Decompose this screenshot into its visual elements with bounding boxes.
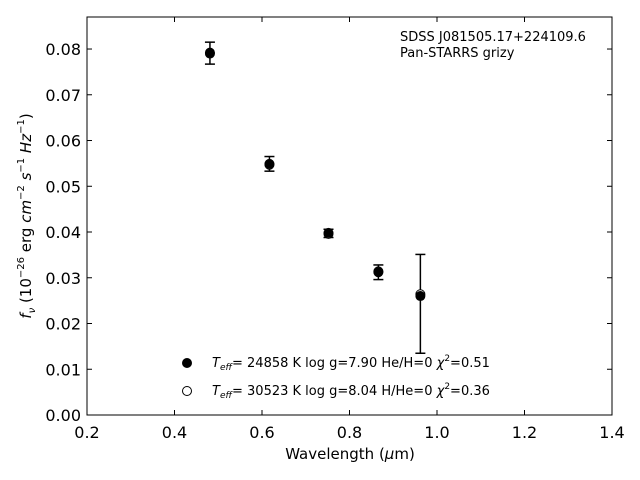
model-point-filled [204,47,215,58]
legend: Teff= 24858 K log g=7.90 He/H=0 χ2=0.51 … [182,354,490,401]
y-tick-label: 0.00 [45,406,81,425]
model-point-filled [373,267,384,278]
x-tick-label: 1.0 [424,423,449,442]
legend-chi2-1: 0.51 [461,356,490,371]
model-point-filled [415,291,426,302]
x-tick-label: 1.2 [512,423,537,442]
model-point-filled [323,227,334,238]
y-tick-label: 0.04 [45,223,81,242]
x-axis-title: Wavelength (μm) [285,445,415,463]
plot-area [204,41,426,354]
legend-marker-filled [182,358,192,368]
y-tick-label: 0.08 [45,40,81,59]
legend-marker-open [182,386,192,396]
y-axis-title: fν (10−26 erg cm−2 s−1 Hz−1) [16,113,38,318]
y-tick-label: 0.06 [45,132,81,151]
y-tick-label: 0.02 [45,315,81,334]
x-tick-label: 0.6 [249,423,274,442]
y-tick-label: 0.01 [45,360,81,379]
x-tick-label: 0.8 [337,423,362,442]
y-tick-label: 0.05 [45,177,81,196]
model-point-filled [264,158,275,169]
legend-logg-1: 7.90 [348,356,377,371]
legend-chi2-2: 0.36 [461,384,490,399]
x-tick-label: 1.4 [599,423,624,442]
y-tick-label: 0.03 [45,269,81,288]
legend-teff-2: 30523 [247,384,288,399]
annotation-survey: Pan-STARRS grizy [400,46,515,61]
legend-logg-2: 8.04 [348,384,377,399]
legend-entry-2: Teff= 30523 K log g=8.04 H/He=0 χ2=0.36 [212,382,490,401]
y-tick-label: 0.07 [45,86,81,105]
legend-teff-1: 24858 [247,356,288,371]
legend-comp-1: He/H=0 [381,356,432,371]
x-tick-label: 0.2 [74,423,99,442]
legend-comp-2: H/He=0 [381,384,432,399]
legend-entry-1: Teff= 24858 K log g=7.90 He/H=0 χ2=0.51 [212,354,490,373]
annotation-object: SDSS J081505.17+224109.6 [400,30,586,45]
x-tick-label: 0.4 [162,423,187,442]
axes: 0.2 0.4 0.6 0.8 1.0 1.2 1.4 0.00 0.01 0.02 0.03 0.0… [45,16,625,442]
